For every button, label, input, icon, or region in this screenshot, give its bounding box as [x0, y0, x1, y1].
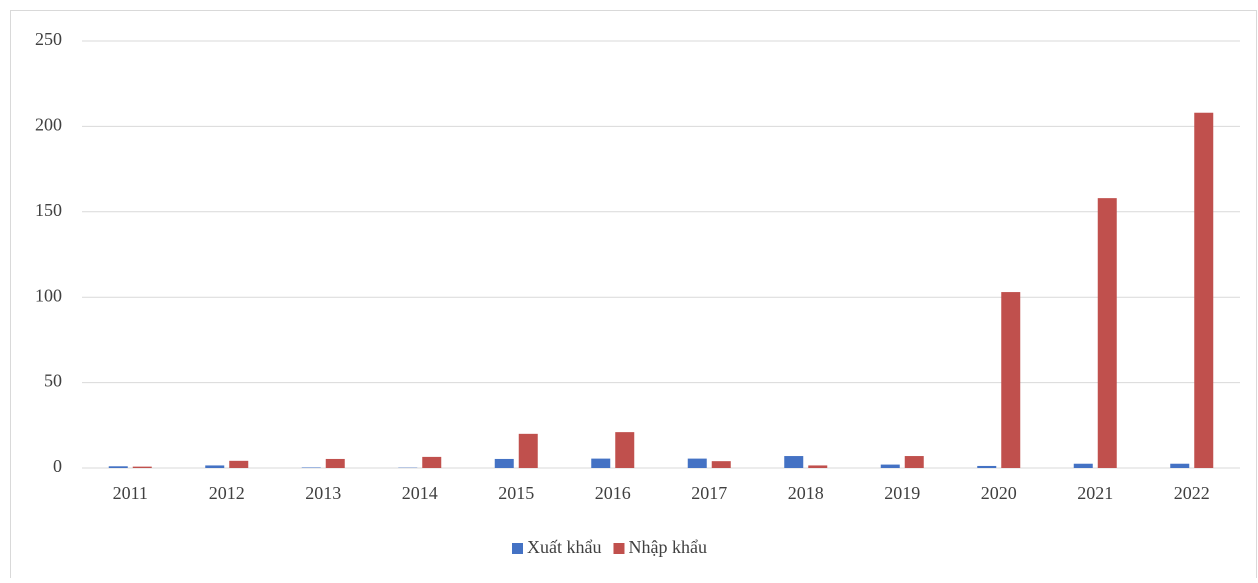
bar	[977, 466, 996, 468]
x-tick-label: 2014	[402, 483, 438, 503]
bar	[712, 461, 731, 468]
bar	[302, 467, 321, 468]
bar	[326, 459, 345, 468]
bar	[881, 465, 900, 468]
y-tick-label: 200	[35, 115, 62, 135]
legend-swatch	[613, 543, 624, 554]
x-tick-label: 2019	[884, 483, 920, 503]
legend-swatch	[512, 543, 523, 554]
y-tick-label: 150	[35, 200, 62, 220]
x-tick-label: 2015	[498, 483, 534, 503]
bar	[784, 456, 803, 468]
bar	[615, 432, 634, 468]
bar	[205, 465, 224, 468]
x-tick-label: 2022	[1174, 483, 1210, 503]
bar	[1194, 113, 1213, 468]
x-tick-label: 2013	[305, 483, 341, 503]
bar	[495, 459, 514, 468]
bar	[422, 457, 441, 468]
bar	[133, 467, 152, 468]
chart-border	[11, 11, 1257, 579]
bar	[1098, 198, 1117, 468]
x-tick-label: 2017	[691, 483, 727, 503]
bar	[229, 461, 248, 468]
bar	[591, 459, 610, 468]
y-tick-label: 0	[53, 456, 62, 476]
bar	[905, 456, 924, 468]
bar	[1001, 292, 1020, 468]
bar	[808, 465, 827, 468]
x-tick-label: 2016	[595, 483, 631, 503]
y-tick-label: 100	[35, 285, 62, 305]
x-tick-label: 2020	[981, 483, 1017, 503]
y-tick-label: 250	[35, 29, 62, 49]
bar	[109, 466, 128, 468]
x-tick-label: 2018	[788, 483, 824, 503]
y-tick-label: 50	[44, 371, 62, 391]
legend-label: Xuất khẩu	[527, 537, 601, 557]
bar	[688, 459, 707, 468]
bar	[1074, 464, 1093, 468]
x-tick-label: 2021	[1077, 483, 1113, 503]
legend-label: Nhập khẩu	[628, 537, 706, 557]
x-tick-label: 2012	[209, 483, 245, 503]
x-tick-label: 2011	[113, 483, 148, 503]
bar	[519, 434, 538, 468]
bar	[1170, 464, 1189, 468]
